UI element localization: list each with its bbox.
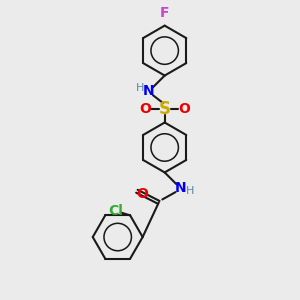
Text: O: O: [179, 102, 190, 116]
Text: Cl: Cl: [108, 204, 123, 218]
Text: O: O: [139, 102, 151, 116]
Text: N: N: [143, 84, 154, 98]
Text: O: O: [137, 187, 148, 201]
Text: F: F: [160, 6, 169, 20]
Text: H: H: [136, 83, 145, 94]
Text: S: S: [159, 100, 171, 118]
Text: H: H: [185, 186, 194, 196]
Text: N: N: [175, 181, 187, 195]
